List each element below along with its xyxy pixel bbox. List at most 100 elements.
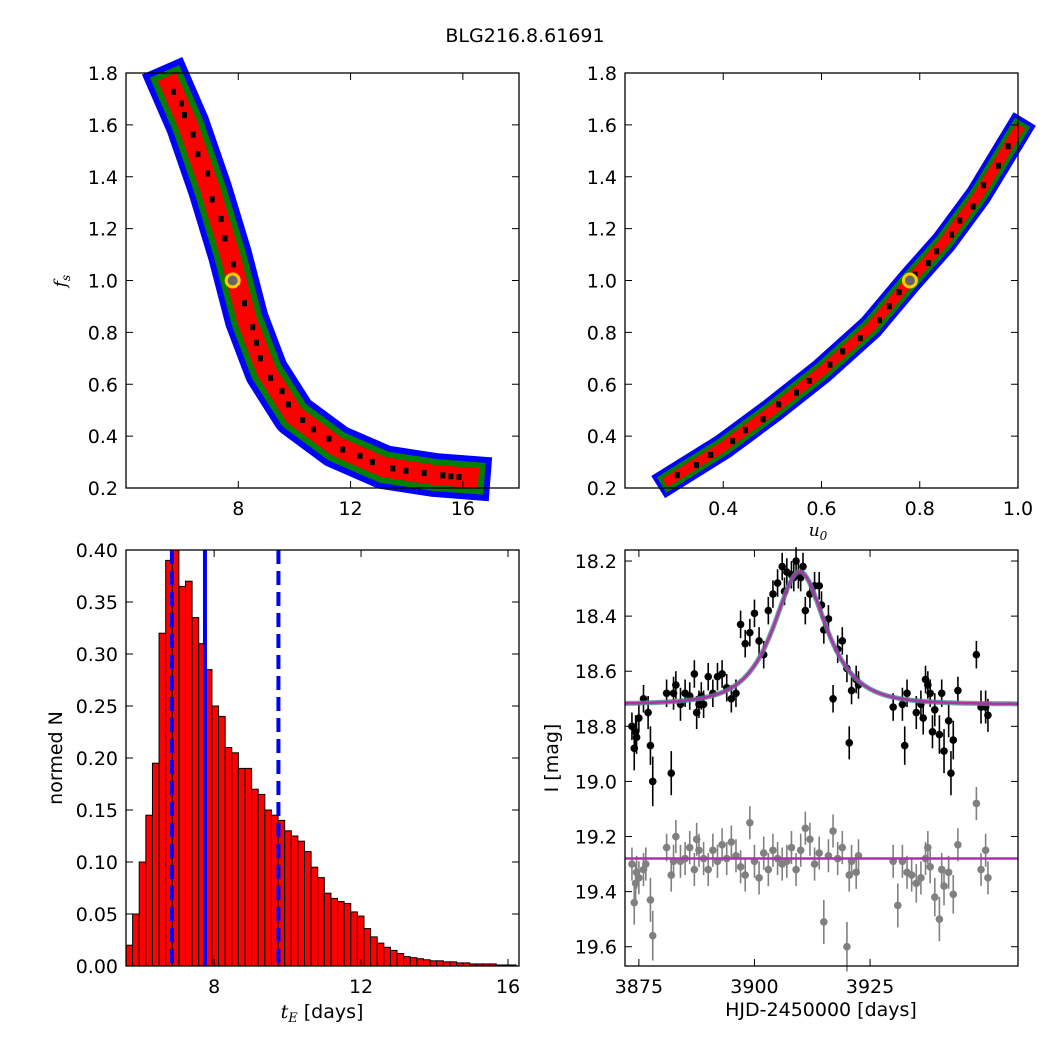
histogram-bar <box>376 942 385 967</box>
data-point <box>718 840 726 849</box>
y-tick-label: 0.4 <box>88 426 118 448</box>
data-point <box>924 843 932 852</box>
best-pixel <box>877 317 882 324</box>
best-fit-marker <box>224 272 241 289</box>
data-point <box>796 846 805 855</box>
histogram-bar <box>171 549 180 967</box>
data-point <box>635 874 643 882</box>
data-point <box>926 863 934 871</box>
y-tick-label: 1.0 <box>88 271 118 293</box>
histogram-bar <box>409 957 418 967</box>
best-pixel <box>218 215 224 222</box>
y-tick-label: 19.2 <box>575 827 617 849</box>
data-point <box>829 827 837 835</box>
ticks-te-fs: 8 12 16 0.2 0.4 0.6 0.8 1.0 1.2 1.4 1.6 1.8 <box>88 63 519 520</box>
data-point <box>736 620 745 629</box>
xlabel-te: tE [days] <box>281 1001 364 1026</box>
best-pixel <box>182 112 187 119</box>
data-point <box>741 871 750 879</box>
data-point <box>907 871 916 879</box>
histogram-bar <box>138 861 147 967</box>
data-point <box>806 835 814 844</box>
histogram-bar <box>350 911 358 967</box>
data-point <box>644 708 652 717</box>
best-pixel <box>250 324 256 331</box>
histogram-bar <box>297 840 306 967</box>
data-point <box>690 670 699 678</box>
histogram-bar <box>218 715 226 967</box>
data-point <box>704 865 713 874</box>
best-pixel <box>970 203 976 210</box>
best-pixel <box>886 303 892 310</box>
best-pixel <box>949 231 954 238</box>
sigma1-region <box>662 123 1025 488</box>
data-point <box>750 609 759 618</box>
data-point <box>900 741 909 750</box>
best-pixels <box>170 88 462 480</box>
best-pixel <box>840 348 846 355</box>
data-point <box>838 843 847 852</box>
data-point <box>930 705 939 714</box>
x-tick-label: 16 <box>496 976 520 998</box>
histogram-bar <box>151 762 160 967</box>
ticks-light-curve: 3875 3900 3925 18.2 18.4 18.6 18.8 19.0 19.2 19.4… <box>575 550 1018 998</box>
best-fit-marker <box>901 272 918 289</box>
x-tick-label: 0.8 <box>905 498 935 520</box>
x-tick-label: 3925 <box>846 976 894 998</box>
histogram-bar <box>416 958 425 967</box>
panel-light-curve: 3875 3900 3925 18.2 18.4 18.6 18.8 19.0 19.2 19.4… <box>541 547 1019 1021</box>
data-point <box>755 637 763 645</box>
data-point <box>912 879 921 888</box>
y-tick-label: 0.8 <box>587 322 617 344</box>
data-point <box>662 689 671 698</box>
histogram-bar <box>264 809 272 967</box>
data-point <box>799 562 807 571</box>
data-point <box>773 579 782 587</box>
sigma1-region <box>157 72 480 489</box>
data-point <box>695 846 703 855</box>
y-tick-label: 0.6 <box>88 374 118 396</box>
xlabel-hjd: HJD-2450000 [days] <box>725 999 917 1021</box>
data-point <box>838 637 847 645</box>
data-point <box>845 739 854 747</box>
data-point <box>646 741 655 750</box>
y-tick-label: 1.6 <box>587 115 617 137</box>
data-point <box>792 865 800 874</box>
best-pixel <box>340 446 346 453</box>
x-tick-label: 12 <box>338 498 362 520</box>
data-point <box>648 777 657 786</box>
x-tick-label: 3875 <box>615 976 663 998</box>
data-point <box>937 689 946 698</box>
best-pixel <box>456 474 462 480</box>
axes-frame-light-curve <box>624 549 1019 967</box>
best-pixel <box>179 100 184 107</box>
data-point <box>769 590 777 598</box>
best-pixel <box>694 462 699 468</box>
best-pixel <box>242 300 247 307</box>
data-point <box>635 714 643 722</box>
x-tick-label: 0.6 <box>806 498 836 520</box>
data-point <box>954 686 962 695</box>
plot-area-u0-fs <box>651 112 1036 499</box>
plot-area-light-curve <box>625 547 1018 972</box>
best-pixel <box>957 217 963 224</box>
histogram-bar <box>185 580 193 967</box>
histogram-bar <box>224 747 233 967</box>
data-point <box>903 689 911 698</box>
y-tick-label: 0.6 <box>587 374 617 396</box>
best-pixel <box>357 452 363 459</box>
y-tick-label: 18.8 <box>575 716 617 738</box>
data-point <box>778 562 786 571</box>
data-point <box>662 843 671 852</box>
histogram-bar <box>284 830 292 967</box>
histogram-bar <box>178 585 186 967</box>
best-pixel <box>310 426 316 433</box>
data-point <box>954 840 962 849</box>
best-pixel <box>268 374 274 381</box>
best-pixel <box>254 339 259 346</box>
x-tick-label: 8 <box>232 498 244 520</box>
histogram-bar <box>231 752 239 967</box>
histogram-bar <box>191 617 200 967</box>
histogram-bar <box>211 705 220 967</box>
histogram-bar <box>244 767 253 967</box>
